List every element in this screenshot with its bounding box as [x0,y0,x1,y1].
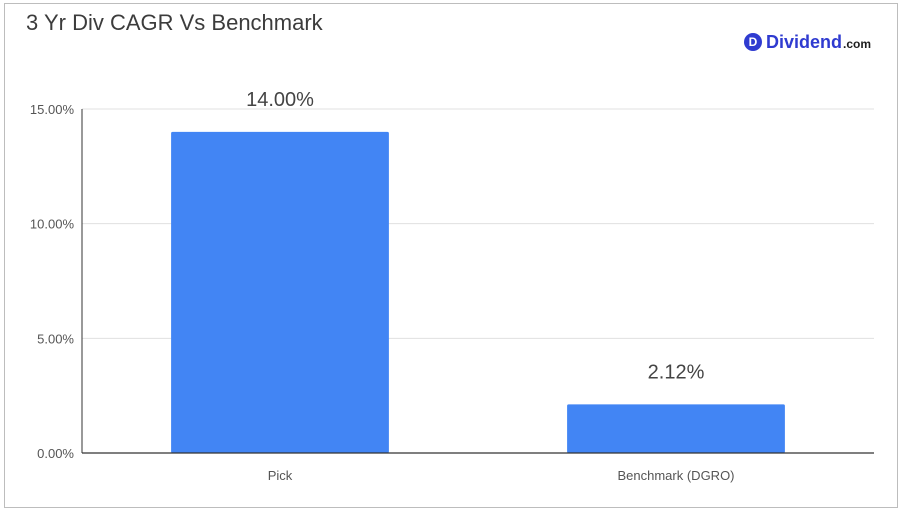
bar [171,131,389,453]
logo-wordmark: Dividend [766,31,843,52]
y-tick-label: 5.00% [37,331,74,346]
dividend-logo-icon: D [744,33,762,51]
dividend-logo: D Dividend .com [744,31,871,53]
y-tick-label: 15.00% [30,102,75,117]
y-tick-label: 10.00% [30,217,75,232]
bar [567,404,785,453]
y-tick-label: 0.00% [37,446,74,461]
data-label: 14.00% [246,89,314,111]
x-tick-label: Pick [268,468,293,483]
x-tick-label: Benchmark (DGRO) [617,468,734,483]
chart-title: 3 Yr Div CAGR Vs Benchmark [26,10,323,35]
data-label: 2.12% [648,361,705,383]
logo-domain-suffix: .com [843,37,872,51]
